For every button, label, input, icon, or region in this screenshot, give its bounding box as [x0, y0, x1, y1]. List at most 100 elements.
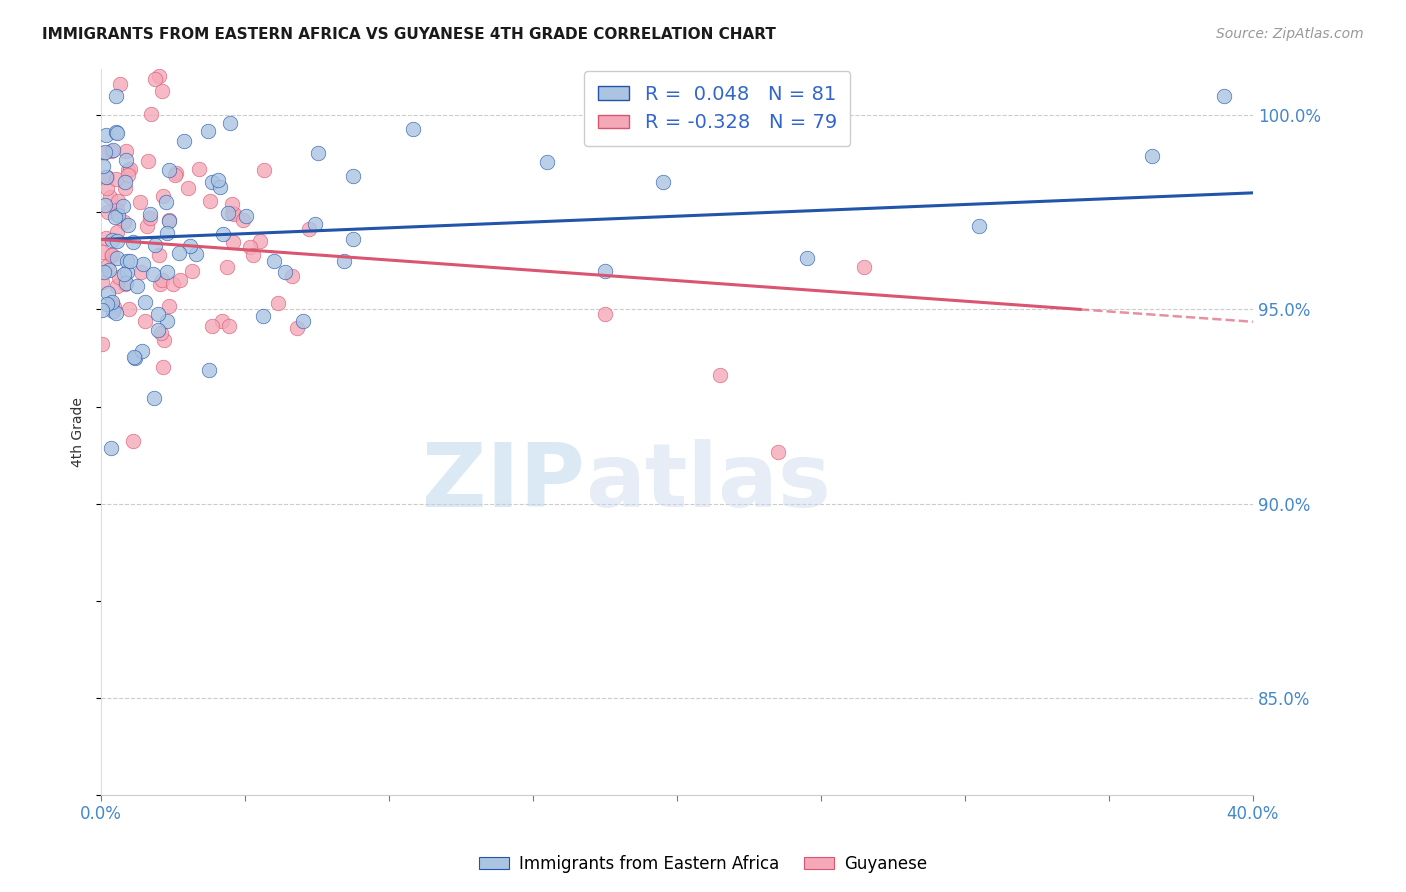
Text: atlas: atlas [585, 439, 831, 526]
Y-axis label: 4th Grade: 4th Grade [72, 397, 86, 467]
Point [156, 314, 179, 328]
Point [163, 168, 186, 182]
Point [97, 205, 120, 219]
Point [157, 163, 180, 178]
Point [96, 169, 118, 184]
Point [184, 247, 207, 261]
Point [221, 206, 243, 220]
Point [111, 199, 134, 213]
Text: IMMIGRANTS FROM EASTERN AFRICA VS GUYANESE 4TH GRADE CORRELATION CHART: IMMIGRANTS FROM EASTERN AFRICA VS GUYANE… [42, 27, 776, 42]
Point [105, 279, 128, 293]
Point [209, 180, 232, 194]
Point [217, 206, 239, 220]
Point [162, 277, 184, 291]
Point [94, 169, 117, 184]
Point [97, 285, 120, 300]
Point [1213, 88, 1236, 103]
Point [94, 128, 117, 142]
Point [143, 238, 166, 252]
Point [218, 318, 240, 333]
Point [96, 259, 118, 273]
Point [198, 194, 221, 208]
Point [101, 294, 124, 309]
Point [93, 197, 115, 211]
Point [298, 222, 321, 236]
Point [709, 368, 731, 382]
Point [150, 84, 173, 98]
Point [173, 134, 195, 148]
Point [104, 125, 127, 139]
Point [232, 213, 254, 227]
Point [342, 232, 364, 246]
Point [218, 116, 240, 130]
Point [207, 172, 229, 186]
Point [169, 246, 191, 260]
Point [131, 344, 153, 359]
Point [249, 235, 271, 249]
Point [115, 153, 138, 168]
Point [93, 265, 115, 279]
Point [253, 163, 276, 178]
Point [177, 181, 200, 195]
Point [146, 307, 169, 321]
Point [114, 181, 136, 195]
Point [148, 247, 170, 261]
Point [118, 162, 141, 177]
Point [157, 299, 180, 313]
Point [138, 211, 160, 226]
Point [139, 207, 162, 221]
Point [125, 278, 148, 293]
Point [402, 121, 425, 136]
Legend: R =  0.048   N = 81, R = -0.328   N = 79: R = 0.048 N = 81, R = -0.328 N = 79 [585, 71, 851, 146]
Point [139, 107, 162, 121]
Point [91, 159, 114, 173]
Point [134, 313, 156, 327]
Point [221, 197, 243, 211]
Point [131, 265, 153, 279]
Point [333, 254, 356, 268]
Point [117, 254, 139, 268]
Point [103, 143, 125, 157]
Point [150, 273, 173, 287]
Point [197, 124, 219, 138]
Point [91, 275, 114, 289]
Point [100, 144, 122, 158]
Point [122, 350, 145, 364]
Point [115, 276, 138, 290]
Point [149, 326, 172, 341]
Point [103, 300, 125, 314]
Text: Source: ZipAtlas.com: Source: ZipAtlas.com [1216, 27, 1364, 41]
Point [118, 254, 141, 268]
Point [242, 248, 264, 262]
Point [222, 206, 245, 220]
Point [90, 245, 112, 260]
Point [104, 88, 127, 103]
Point [142, 267, 165, 281]
Point [101, 233, 124, 247]
Point [117, 265, 139, 279]
Point [157, 213, 180, 227]
Point [105, 202, 128, 217]
Point [91, 145, 114, 160]
Point [117, 218, 139, 232]
Point [281, 268, 304, 283]
Point [93, 145, 115, 159]
Point [235, 209, 257, 223]
Point [307, 145, 329, 160]
Point [155, 194, 177, 209]
Point [152, 360, 174, 375]
Point [201, 318, 224, 333]
Point [342, 169, 364, 183]
Point [104, 210, 127, 224]
Point [118, 301, 141, 316]
Point [179, 239, 201, 253]
Point [117, 168, 139, 182]
Text: ZIP: ZIP [422, 439, 585, 526]
Point [201, 175, 224, 189]
Point [1140, 149, 1163, 163]
Point [153, 333, 176, 347]
Point [148, 70, 170, 84]
Point [96, 181, 118, 195]
Point [112, 267, 135, 281]
Point [104, 306, 127, 320]
